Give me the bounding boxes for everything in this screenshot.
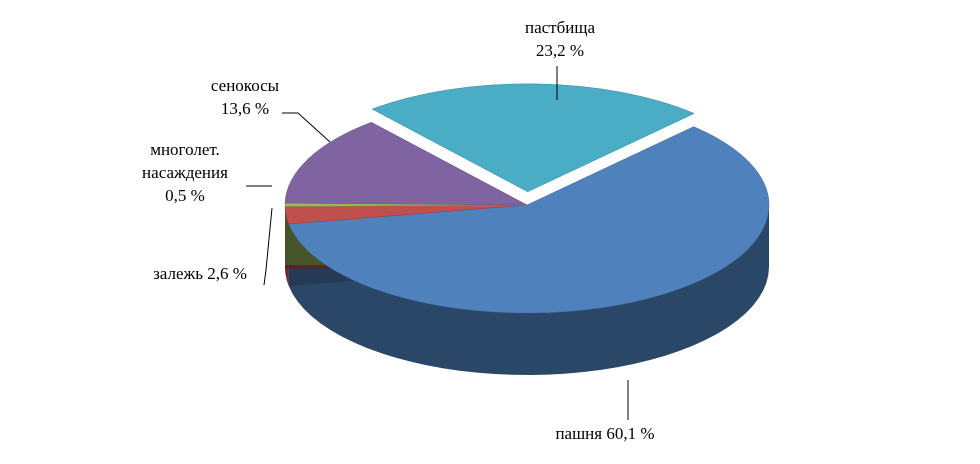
slice-label: многолет. насаждения 0,5 % bbox=[142, 140, 228, 205]
pie bbox=[284, 83, 770, 375]
leader-line bbox=[263, 207, 273, 286]
slice bbox=[288, 126, 770, 314]
slice bbox=[371, 83, 695, 193]
slice bbox=[284, 122, 528, 206]
slice-label: пашня 60,1 % bbox=[555, 424, 655, 443]
slice-label: пастбища 23,2 % bbox=[524, 18, 595, 60]
slice-label: сенокосы 13,6 % bbox=[210, 76, 280, 118]
leader-line bbox=[282, 112, 331, 143]
slice-label: залежь 2,6 % bbox=[153, 264, 247, 283]
slice-side bbox=[288, 205, 769, 375]
